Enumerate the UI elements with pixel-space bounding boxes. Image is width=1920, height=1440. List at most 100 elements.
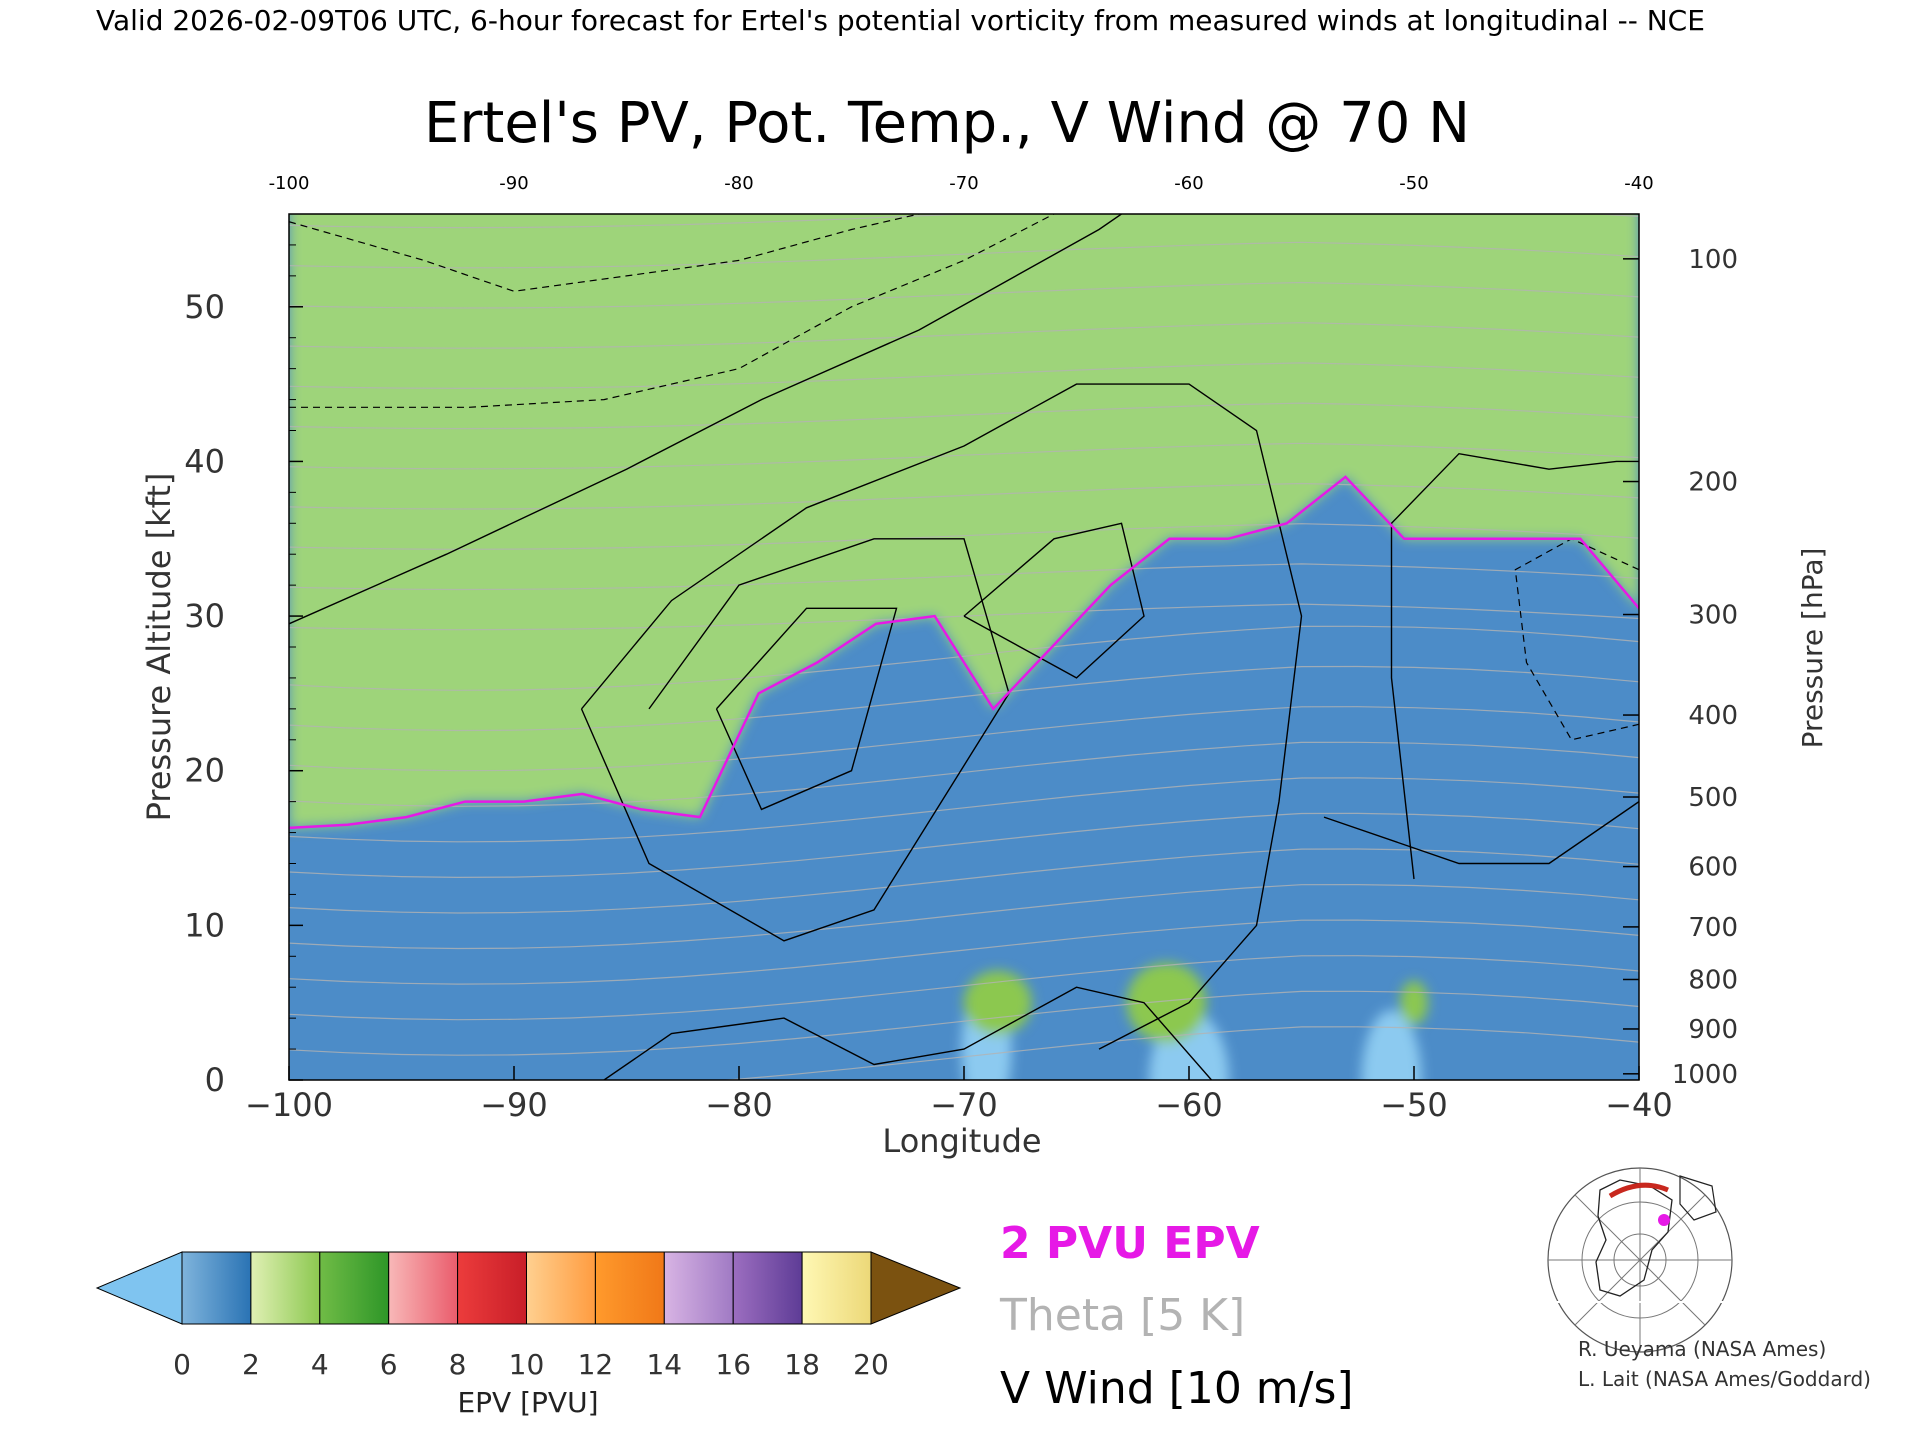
x-axis-label: Longitude	[882, 1122, 1041, 1160]
theta-contour-21	[289, 241, 1639, 269]
colorbar-tick-label: 16	[715, 1348, 751, 1381]
colorbar-tick-label: 8	[449, 1348, 467, 1381]
v-wind-contour-2	[580, 538, 1010, 942]
credit-line-2: L. Lait (NASA Ames/Goddard)	[1578, 1367, 1871, 1391]
pv-field	[289, 214, 1639, 1080]
y-tick-label: 0	[205, 1061, 225, 1099]
y-tick-label: 40	[184, 442, 225, 480]
top-tick-label: -80	[724, 173, 753, 194]
pv-band-0	[289, 214, 1639, 828]
v-wind-contour-5	[1323, 801, 1639, 865]
v-wind-contour-3	[715, 607, 898, 811]
x-tick-label: −70	[930, 1086, 998, 1124]
colorbar-tick-label: 12	[578, 1348, 614, 1381]
colorbar-band-0	[181, 1251, 252, 1325]
colorbar-band-9	[801, 1251, 872, 1325]
colorbar-band-8	[732, 1251, 803, 1325]
v-wind-contour-4	[1390, 452, 1639, 880]
x-axis: −100 −90 −80 −70 −60 −50 −40	[245, 1066, 1673, 1124]
y-axis-left-label: Pressure Altitude [kft]	[140, 473, 178, 822]
theta-contour-7	[289, 777, 1639, 843]
plot-area	[289, 214, 1639, 1080]
colorbar-tick-label: 6	[380, 1348, 398, 1381]
theta-contour-0	[718, 1026, 1639, 1080]
top-tick-label: -70	[949, 173, 978, 194]
pressure-tick-label: 1000	[1672, 1060, 1738, 1090]
v-wind-contour-7	[603, 986, 1213, 1080]
pv-surface-blob-2	[1400, 980, 1428, 1025]
theta-contour-11	[289, 625, 1639, 691]
top-tick-label: -60	[1174, 173, 1203, 194]
y-tick-label: 30	[184, 597, 225, 635]
x-tick-label: −90	[480, 1086, 548, 1124]
legend-pv-line: 2 PVU EPV	[1000, 1218, 1260, 1269]
colorbar-tick-label: 18	[784, 1348, 820, 1381]
colorbar-under-arrow	[95, 1251, 183, 1325]
colorbar-tick-label: 10	[509, 1348, 545, 1381]
theta-contour-8	[289, 741, 1639, 807]
colorbar-band-4	[457, 1251, 528, 1325]
colorbar-tick-label: 20	[853, 1348, 889, 1381]
pressure-tick-label: 400	[1688, 701, 1738, 731]
theta-contour-10	[289, 665, 1639, 732]
colorbar-tick-label: 2	[242, 1348, 260, 1381]
theta-contour-19	[289, 322, 1639, 349]
theta-contour-17	[289, 402, 1639, 430]
y-tick-label: 50	[184, 288, 225, 326]
colorbar-tick-label: 0	[173, 1348, 191, 1381]
colorbar-band-2	[319, 1251, 390, 1325]
legend-theta: Theta [5 K]	[999, 1290, 1245, 1341]
x-tick-label: −100	[245, 1086, 333, 1124]
y-tick-label: 10	[184, 906, 225, 944]
pressure-tick-label: 500	[1688, 783, 1738, 813]
x-tick-label: −80	[705, 1086, 773, 1124]
theta-contour-5	[289, 848, 1639, 914]
y-axis-left: 0 10 20 30 40 50	[184, 244, 303, 1099]
pv-surface-blob-1	[1126, 962, 1207, 1043]
theta-contour-9	[289, 706, 1639, 772]
v-wind-contour-1	[580, 383, 1303, 1050]
y-tick-label: 20	[184, 752, 225, 790]
credit-line-1: R. Ueyama (NASA Ames)	[1578, 1337, 1826, 1361]
pressure-tick-label: 700	[1688, 913, 1738, 943]
colorbar-band-3	[388, 1251, 459, 1325]
pv-2-contour-line	[289, 475, 1639, 830]
pressure-tick-label: 100	[1688, 245, 1738, 275]
colorbar-band-1	[250, 1251, 321, 1325]
pressure-tick-label: 900	[1688, 1015, 1738, 1045]
v-wind-neg-contour-0	[289, 214, 1055, 408]
theta-contour-20	[289, 281, 1639, 309]
colorbar-tick-label: 14	[646, 1348, 682, 1381]
legend-wind: V Wind [10 m/s]	[1000, 1363, 1354, 1414]
colorbar-band-7	[663, 1251, 734, 1325]
theta-contour-16	[289, 442, 1639, 470]
pressure-tick-label: 200	[1688, 468, 1738, 498]
pv-surface-blob-0	[963, 970, 1032, 1035]
chart-title: Ertel's PV, Pot. Temp., V Wind @ 70 N	[424, 91, 1470, 156]
pressure-tick-label: 600	[1688, 853, 1738, 883]
theta-contour-4	[289, 883, 1639, 950]
top-tick-labels: -100 -90 -80 -70 -60 -50 -40	[269, 173, 1654, 194]
theta-contour-15	[289, 482, 1639, 510]
theta-contour-2	[289, 955, 1639, 1021]
pressure-tick-label: 300	[1688, 601, 1738, 631]
location-map-inset	[1539, 1151, 1737, 1353]
top-tick-label: -90	[499, 173, 528, 194]
theta-contours	[289, 214, 1639, 1080]
top-tick-label: -40	[1624, 173, 1653, 194]
colorbar-over-arrow	[870, 1251, 962, 1325]
v-wind-contour-6	[963, 522, 1145, 679]
theta-contour-13	[289, 563, 1639, 591]
pressure-tick-label: 800	[1688, 965, 1738, 995]
theta-contour-18	[289, 362, 1639, 390]
theta-contour-22	[289, 214, 1639, 229]
colorbar-band-6	[594, 1251, 665, 1325]
top-tick-label: -50	[1399, 173, 1428, 194]
colorbar-band-5	[526, 1251, 596, 1325]
theta-contour-1	[289, 990, 1639, 1056]
top-tick-label: -100	[269, 173, 310, 194]
theta-contour-3	[289, 919, 1639, 985]
y-axis-right: 1000 900 800 700 600 500 400 300 200 100	[1623, 245, 1738, 1090]
v-wind-contours	[289, 214, 1639, 1080]
